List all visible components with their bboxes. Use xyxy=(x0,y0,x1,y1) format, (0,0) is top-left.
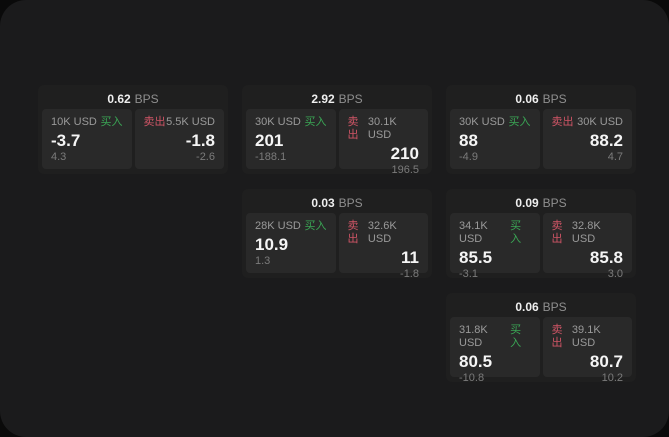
sell-tile[interactable]: 卖出 32.8K USD 85.8 3.0 xyxy=(542,213,632,280)
bps-value: 0.06 xyxy=(515,300,539,314)
sell-price: 11 xyxy=(401,248,419,267)
buy-sub-value: -3.1 xyxy=(459,268,478,280)
card-header: 0.03 BPS xyxy=(246,193,428,213)
bps-value: 0.03 xyxy=(311,196,335,210)
buy-size-label: 30K USD xyxy=(255,116,301,128)
sell-label: 卖出 xyxy=(143,116,166,128)
sell-label: 卖出 xyxy=(551,116,574,128)
buy-size-label: 34.1K USD xyxy=(459,220,488,245)
buy-sub-value: 4.3 xyxy=(51,151,67,163)
quote-card-6: 0.06 BPS 31.8K USD 买入 80.5 -10.8 卖出 39.1… xyxy=(446,293,636,384)
buy-label: 买入 xyxy=(304,116,327,128)
buy-label: 买入 xyxy=(100,116,123,128)
bps-suffix-label: BPS xyxy=(338,92,363,106)
sell-tile[interactable]: 卖出 32.6K USD 11 -1.8 xyxy=(338,213,428,280)
sell-price: 210 xyxy=(390,144,419,163)
sell-price: 85.8 xyxy=(589,248,623,267)
quote-card-1: 0.62 BPS 10K USD 买入 -3.7 4.3 卖出 5.5K USD xyxy=(38,85,228,174)
bps-value: 0.09 xyxy=(515,196,539,210)
bps-value: 2.92 xyxy=(311,92,335,106)
sell-size-label: 32.6K USD xyxy=(367,220,397,245)
buy-label: 买入 xyxy=(510,220,522,245)
buy-price: 80.5 xyxy=(459,352,493,371)
buy-size-label: 28K USD xyxy=(255,220,301,232)
bps-suffix-label: BPS xyxy=(338,196,363,210)
buy-label: 买入 xyxy=(510,324,522,349)
buy-price: 10.9 xyxy=(255,235,289,254)
sell-tile[interactable]: 卖出 30K USD 88.2 4.7 xyxy=(542,109,632,169)
quote-card-2: 2.92 BPS 30K USD 买入 201 -188.1 卖出 30.1K … xyxy=(242,85,432,176)
sell-label: 卖出 xyxy=(551,324,563,349)
sell-price: -1.8 xyxy=(185,131,215,150)
sell-size-label: 39.1K USD xyxy=(571,324,601,349)
sell-sub-value: 10.2 xyxy=(601,372,623,384)
quote-card-4: 0.03 BPS 28K USD 买入 10.9 1.3 卖出 32.6K US… xyxy=(242,189,432,280)
card-header: 0.06 BPS xyxy=(450,89,632,109)
quote-card-5: 0.09 BPS 34.1K USD 买入 85.5 -3.1 卖出 32.8K… xyxy=(446,189,636,280)
bps-suffix-label: BPS xyxy=(542,300,567,314)
buy-price: 85.5 xyxy=(459,248,493,267)
buy-tile[interactable]: 10K USD 买入 -3.7 4.3 xyxy=(42,109,132,169)
buy-price: -3.7 xyxy=(51,131,81,150)
sell-sub-value: -2.6 xyxy=(196,151,215,163)
sell-label: 卖出 xyxy=(347,116,359,141)
sell-size-label: 32.8K USD xyxy=(571,220,601,245)
buy-price: 88 xyxy=(459,131,478,150)
buy-sub-value: -4.9 xyxy=(459,151,478,163)
sell-price: 80.7 xyxy=(589,352,623,371)
buy-tile[interactable]: 28K USD 买入 10.9 1.3 xyxy=(246,213,336,273)
buy-sub-value: 1.3 xyxy=(255,255,271,267)
sell-sub-value: 196.5 xyxy=(391,164,419,176)
sell-size-label: 30K USD xyxy=(577,116,623,128)
bps-suffix-label: BPS xyxy=(542,196,567,210)
buy-size-label: 31.8K USD xyxy=(459,324,488,349)
bps-suffix-label: BPS xyxy=(134,92,159,106)
bps-value: 0.06 xyxy=(515,92,539,106)
card-header: 2.92 BPS xyxy=(246,89,428,109)
sell-sub-value: -1.8 xyxy=(400,268,419,280)
card-header: 0.62 BPS xyxy=(42,89,224,109)
buy-tile[interactable]: 30K USD 买入 88 -4.9 xyxy=(450,109,540,169)
buy-tile[interactable]: 34.1K USD 买入 85.5 -3.1 xyxy=(450,213,540,280)
card-header: 0.09 BPS xyxy=(450,193,632,213)
buy-label: 买入 xyxy=(304,220,327,232)
sell-label: 卖出 xyxy=(551,220,563,245)
buy-size-label: 10K USD xyxy=(51,116,97,128)
bps-suffix-label: BPS xyxy=(542,92,567,106)
buy-label: 买入 xyxy=(508,116,531,128)
buy-tile[interactable]: 30K USD 买入 201 -188.1 xyxy=(246,109,336,169)
sell-price: 88.2 xyxy=(589,131,623,150)
card-header: 0.06 BPS xyxy=(450,297,632,317)
quote-card-3: 0.06 BPS 30K USD 买入 88 -4.9 卖出 30K USD xyxy=(446,85,636,174)
buy-tile[interactable]: 31.8K USD 买入 80.5 -10.8 xyxy=(450,317,540,384)
buy-size-label: 30K USD xyxy=(459,116,505,128)
bps-value: 0.62 xyxy=(107,92,131,106)
sell-label: 卖出 xyxy=(347,220,359,245)
buy-sub-value: -188.1 xyxy=(255,151,287,163)
buy-sub-value: -10.8 xyxy=(459,372,485,384)
sell-size-label: 5.5K USD xyxy=(166,116,215,128)
sell-size-label: 30.1K USD xyxy=(367,116,397,141)
sell-tile[interactable]: 卖出 5.5K USD -1.8 -2.6 xyxy=(134,109,224,169)
sell-sub-value: 3.0 xyxy=(607,268,623,280)
sell-tile[interactable]: 卖出 39.1K USD 80.7 10.2 xyxy=(542,317,632,384)
sell-sub-value: 4.7 xyxy=(607,151,623,163)
sell-tile[interactable]: 卖出 30.1K USD 210 196.5 xyxy=(338,109,428,176)
buy-price: 201 xyxy=(255,131,284,150)
